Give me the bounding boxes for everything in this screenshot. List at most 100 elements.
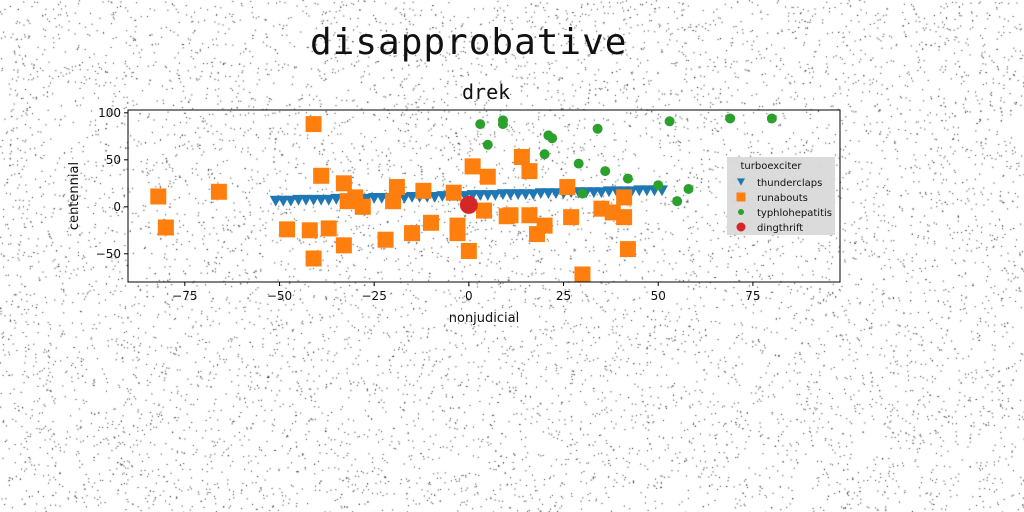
legend-marker-thunderclaps (737, 178, 745, 186)
runabouts-point (210, 183, 227, 200)
runabouts-point (502, 207, 519, 224)
typhlohepatitis-point (573, 158, 584, 169)
typhlohepatitis-point (672, 196, 683, 207)
thunderclaps-point (481, 190, 494, 201)
x-tick-label: 25 (556, 289, 571, 303)
runabouts-point (415, 182, 432, 199)
page-title: disapprobative (310, 22, 628, 63)
thunderclaps-point (300, 194, 312, 206)
legend: turboexciter thunderclaps runabouts typhloh… (727, 157, 835, 235)
typhlohepatitis-point (622, 173, 633, 184)
legend-label-typhlohepatitis: typhlohepatitis (757, 208, 832, 219)
x-tick-label: 50 (651, 289, 666, 303)
x-tick-label: 0 (465, 289, 473, 303)
typhlohepatitis-point (664, 116, 675, 127)
thunderclaps-point (640, 185, 653, 197)
x-tick-label: −75 (172, 289, 197, 303)
thunderclaps-point (375, 192, 388, 204)
thunderclaps-point (496, 189, 509, 200)
typhlohepatitis-point (475, 119, 486, 130)
thunderclaps-point (459, 191, 472, 202)
runabouts-point (157, 219, 174, 236)
thunderclaps-point (277, 195, 290, 207)
thunderclaps-point (633, 185, 646, 197)
thunderclaps-point (587, 187, 600, 199)
thunderclaps-point (284, 195, 297, 207)
thunderclaps-point (307, 194, 320, 206)
x-axis-label: nonjudicial (449, 311, 519, 326)
thunderclaps-point (406, 192, 419, 203)
thunderclaps-point (322, 194, 335, 206)
typhlohepatitis-point (766, 113, 777, 124)
typhlohepatitis-point (539, 149, 550, 160)
thunderclaps-point (534, 188, 547, 200)
y-tick-label: −50 (96, 247, 121, 261)
thunderclaps-point (315, 194, 328, 206)
series-dingthrift (459, 195, 478, 214)
thunderclaps-point (542, 188, 555, 200)
thunderclaps-point (602, 186, 615, 198)
thunderclaps-point (595, 187, 608, 199)
series-runabouts (150, 116, 636, 283)
legend-label-thunderclaps: thunderclaps (757, 178, 822, 189)
thunderclaps-point (549, 188, 562, 200)
thunderclaps-point (519, 189, 532, 200)
legend-marker-dingthrift (736, 222, 746, 232)
plot-frame (127, 109, 841, 283)
runabouts-point (320, 220, 337, 237)
runabouts-point (305, 250, 322, 267)
chart-marks (150, 113, 777, 283)
typhlohepatitis-point (482, 139, 493, 150)
thunderclaps-point (292, 194, 305, 206)
typhlohepatitis-point (577, 188, 588, 199)
thunderclaps-point (512, 189, 525, 200)
runabouts-point (377, 231, 394, 248)
runabouts-point (388, 179, 405, 196)
runabouts-point (335, 175, 352, 192)
runabouts-point (479, 168, 496, 185)
thunderclaps-point (474, 190, 487, 201)
typhlohepatitis-point (683, 183, 694, 194)
thunderclaps-point (330, 193, 343, 205)
thunderclaps-point (436, 191, 449, 202)
runabouts-point (445, 184, 462, 201)
legend-marker-typhlohepatitis (738, 209, 744, 215)
typhlohepatitis-point (547, 133, 558, 144)
thunderclaps-point (466, 190, 479, 201)
runabouts-point (449, 225, 466, 242)
runabouts-point (460, 242, 477, 259)
runabouts-point (422, 214, 439, 231)
legend-marker-runabouts (736, 192, 746, 202)
series-typhlohepatitis (475, 113, 777, 207)
runabouts-point (521, 163, 538, 180)
runabouts-point (513, 148, 530, 165)
thunderclaps-point (504, 189, 517, 200)
thunderclaps-point (269, 195, 282, 207)
runabouts-point (616, 189, 633, 206)
runabouts-point (385, 193, 402, 210)
runabouts-point (464, 158, 481, 175)
dingthrift-point (459, 195, 478, 214)
runabouts-point (354, 198, 371, 215)
runabouts-point (476, 202, 492, 219)
runabouts-point (616, 209, 633, 226)
runabouts-point (574, 266, 591, 283)
runabouts-point (559, 179, 576, 196)
runabouts-point (335, 237, 352, 254)
runabouts-point (279, 221, 296, 238)
thunderclaps-point (527, 189, 540, 200)
runabouts-point (404, 225, 421, 242)
runabouts-point (563, 209, 580, 226)
runabouts-point (313, 167, 330, 184)
runabouts-point (301, 222, 318, 239)
chart-title: drek (462, 80, 511, 104)
thunderclaps-point (398, 192, 411, 204)
x-tick-label: −25 (362, 289, 387, 303)
runabouts-point (150, 188, 167, 205)
runabouts-point (536, 217, 553, 234)
typhlohepatitis-point (497, 119, 508, 130)
runabouts-point (305, 116, 322, 133)
legend-title: turboexciter (740, 161, 802, 172)
